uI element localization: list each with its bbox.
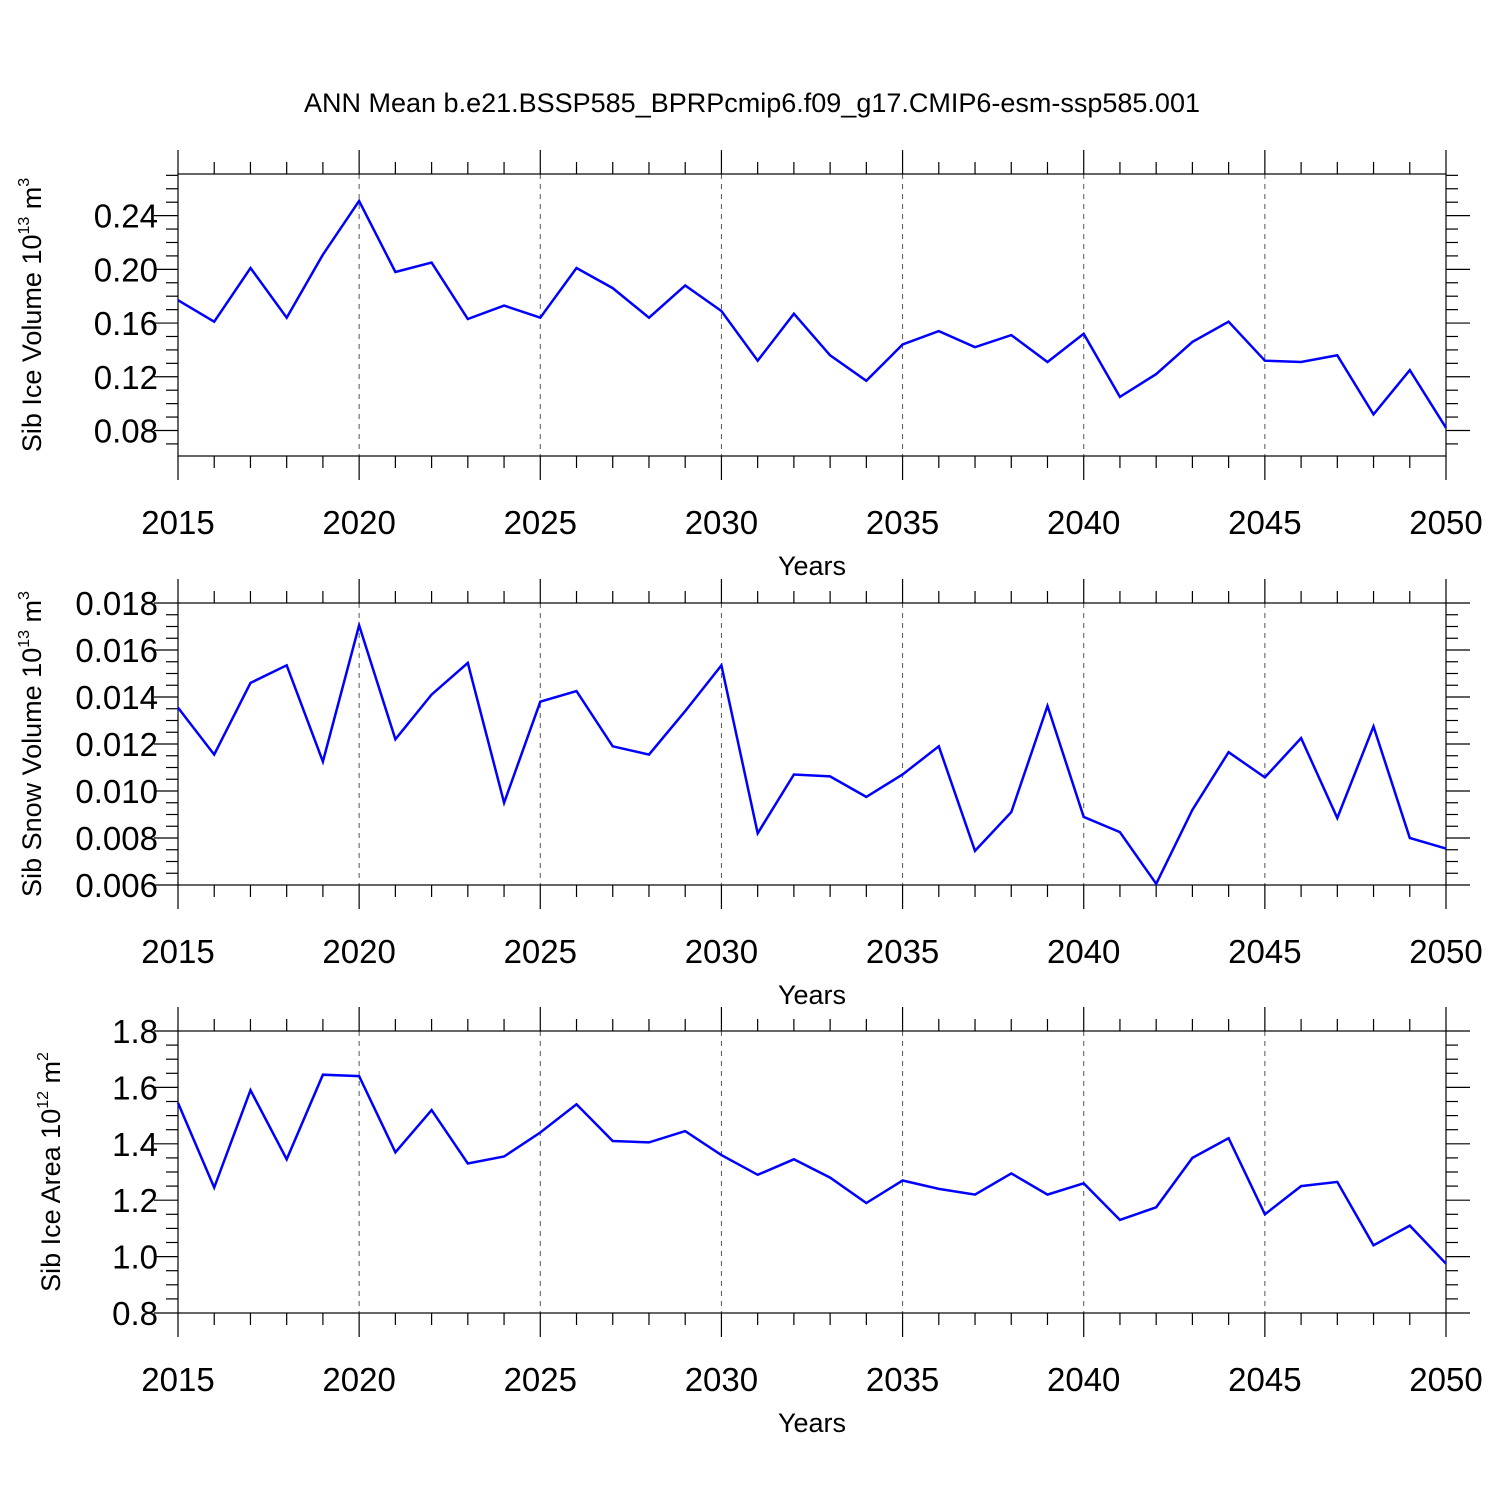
y-tick-label: 1.6 (112, 1069, 158, 1106)
plot-frame (177, 173, 1447, 457)
x-tick-label: 2020 (322, 1361, 395, 1398)
y-tick-label: 1.8 (112, 1013, 158, 1050)
x-tick-label: 2030 (685, 1361, 758, 1398)
x-tick-label: 2015 (141, 933, 214, 970)
x-tick-label: 2025 (504, 933, 577, 970)
x-tick-label: 2040 (1047, 504, 1120, 541)
y-tick-label: 0.20 (94, 251, 158, 288)
series-line (177, 198, 1448, 429)
figure-title: ANN Mean b.e21.BSSP585_BPRPcmip6.f09_g17… (304, 88, 1200, 118)
y-tick-label: 0.16 (94, 305, 158, 342)
panel-1: 2015 2020 2025 2030 2035 2040 2045 2050 Years 0.0… (16, 150, 1483, 581)
y-tick-label: 0.24 (94, 198, 158, 235)
y-tick-label: 0.006 (75, 867, 158, 904)
x-axis-label: Years (778, 551, 846, 581)
x-tick-label: 2015 (141, 504, 214, 541)
y-tick-label: 0.010 (75, 773, 158, 810)
panel-2: 2015 2020 2025 2030 2035 2040 2045 2050 Years 0.0… (16, 579, 1483, 1010)
x-tick-label: 2025 (504, 504, 577, 541)
y-tick-label: 0.12 (94, 359, 158, 396)
plot-frame (177, 602, 1447, 886)
series-line (177, 620, 1447, 887)
panels: 2015 2020 2025 2030 2035 2040 2045 2050 Years 0.0… (16, 150, 1483, 1438)
y-tick-label: 0.016 (75, 632, 158, 669)
x-tick-label: 2020 (322, 504, 395, 541)
y-axis-label: Sib Ice Volume 1013 m3 (16, 178, 47, 452)
series-line (176, 1073, 1447, 1265)
y-tick-label: 0.8 (112, 1295, 158, 1332)
y-tick-label: 0.08 (94, 412, 158, 449)
x-tick-label: 2040 (1047, 1361, 1120, 1398)
x-tick-label: 2045 (1228, 1361, 1301, 1398)
y-axis-label: Sib Ice Area 1012 m2 (35, 1052, 66, 1292)
x-tick-label: 2050 (1409, 933, 1482, 970)
x-tick-label: 2035 (866, 1361, 939, 1398)
x-tick-label: 2020 (322, 933, 395, 970)
x-tick-label: 2050 (1409, 504, 1482, 541)
y-tick-label: 1.2 (112, 1182, 158, 1219)
y-tick-label: 0.012 (75, 726, 158, 763)
y-axis-label: Sib Snow Volume 1013 m3 (16, 591, 47, 897)
x-tick-label: 2015 (141, 1361, 214, 1398)
x-tick-label: 2035 (866, 504, 939, 541)
x-tick-label: 2025 (504, 1361, 577, 1398)
x-tick-label: 2040 (1047, 933, 1120, 970)
y-tick-label: 1.0 (112, 1239, 158, 1276)
y-tick-label: 0.008 (75, 820, 158, 857)
x-tick-label: 2035 (866, 933, 939, 970)
x-tick-label: 2030 (685, 933, 758, 970)
x-tick-label: 2030 (685, 504, 758, 541)
x-axis-label: Years (778, 980, 846, 1010)
x-tick-label: 2050 (1409, 1361, 1482, 1398)
panel-3: 2015 2020 2025 2030 2035 2040 2045 2050 Years 0.8… (35, 1007, 1483, 1438)
plot-frame (177, 1030, 1447, 1314)
x-tick-label: 2045 (1228, 933, 1301, 970)
y-tick-label: 0.018 (75, 585, 158, 622)
y-tick-label: 0.014 (75, 679, 158, 716)
y-tick-label: 1.4 (112, 1126, 158, 1163)
x-tick-label: 2045 (1228, 504, 1301, 541)
x-axis-label: Years (778, 1408, 846, 1438)
